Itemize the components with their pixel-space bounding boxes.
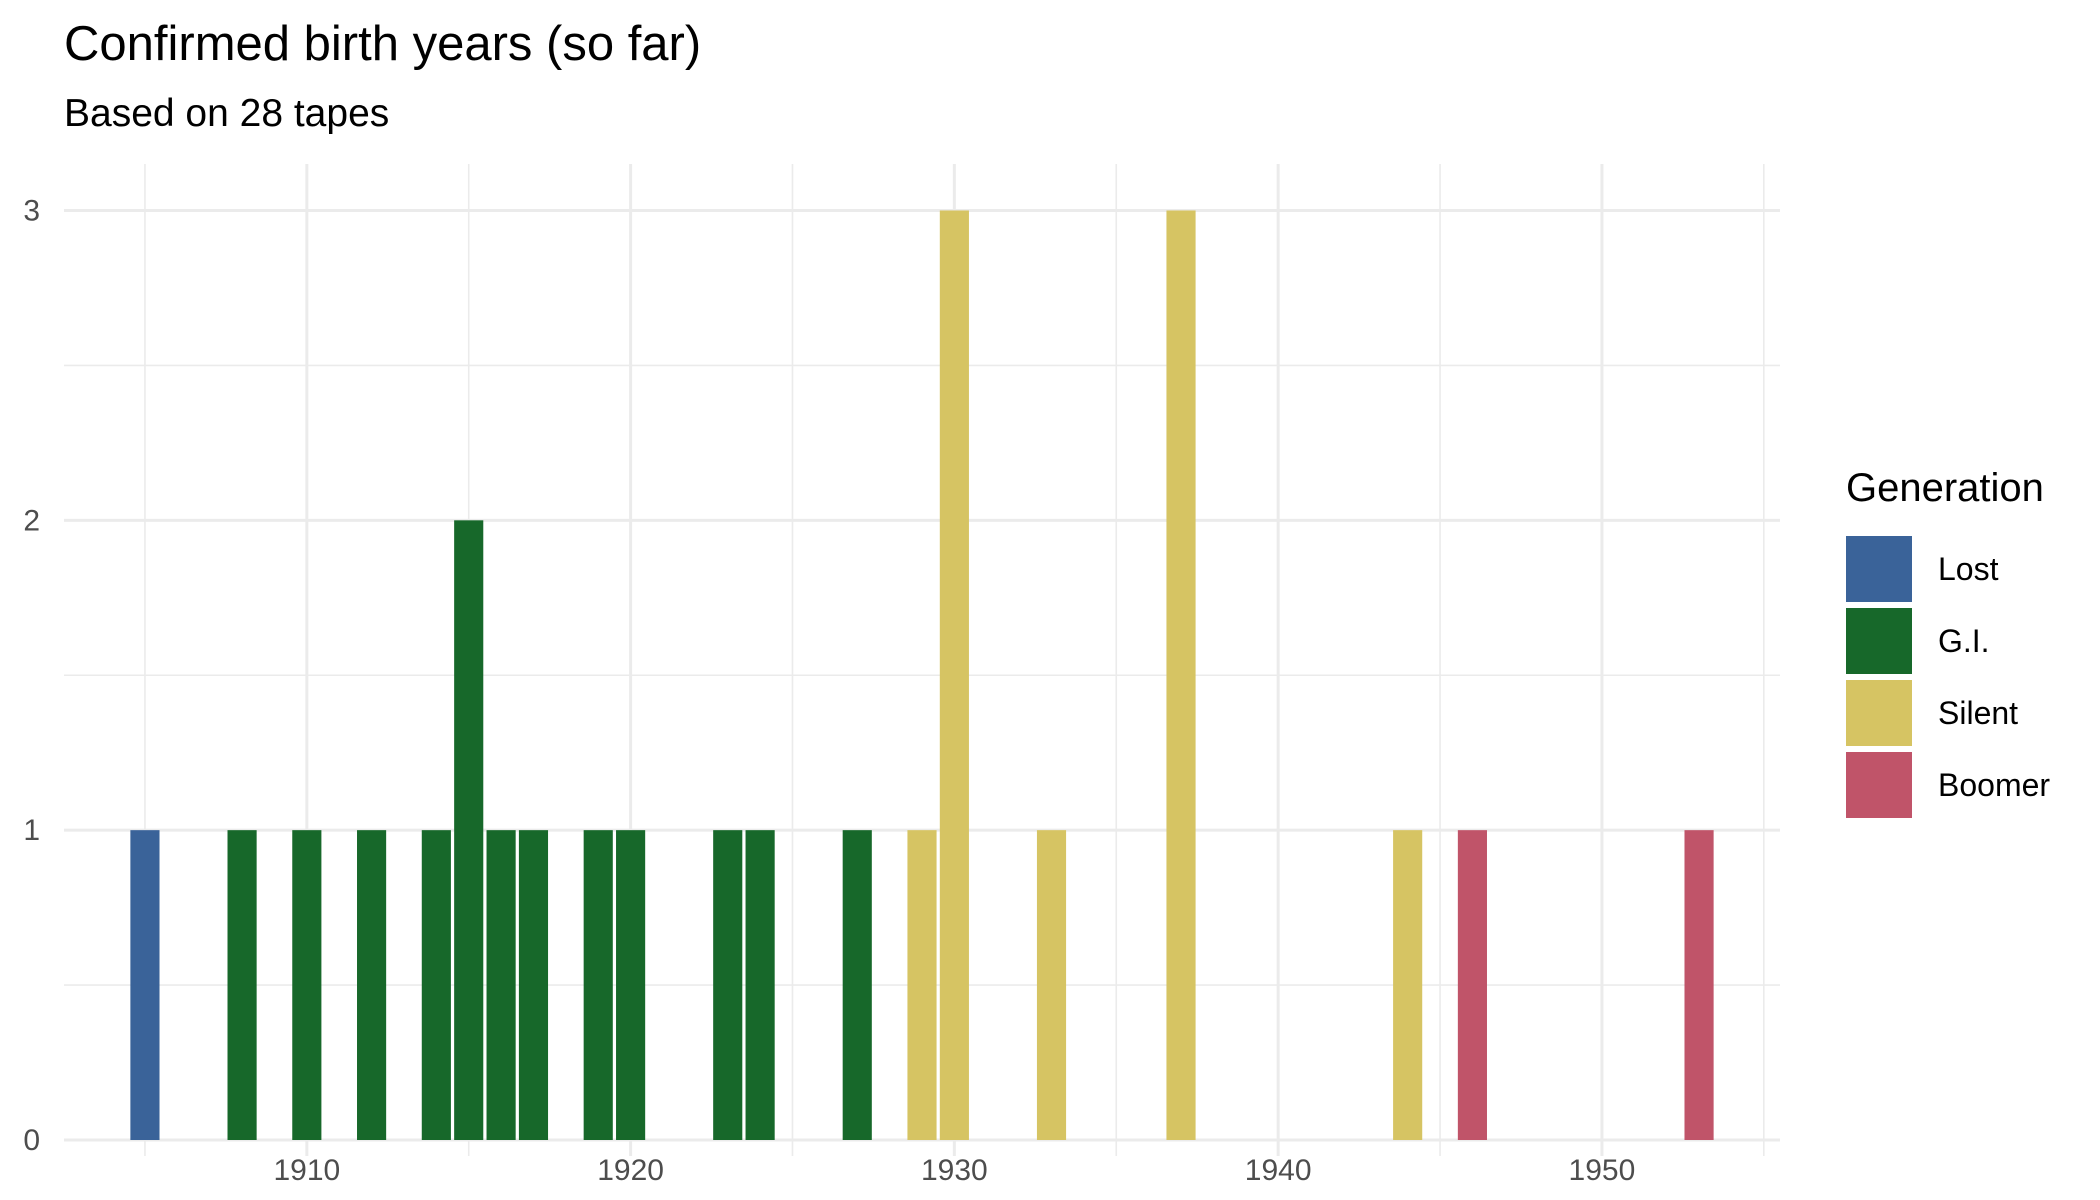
bar-1920 (616, 830, 646, 1140)
bar-1908 (227, 830, 257, 1140)
x-tick-label-1930: 1930 (921, 1154, 988, 1187)
x-axis-tick-labels: 1910 1920 1930 1940 1950 (273, 1154, 1635, 1187)
bar-1924 (745, 830, 775, 1140)
legend-item-gi: G.I. (1846, 605, 2050, 677)
legend-swatch-gi (1846, 608, 1912, 674)
bar-1910 (292, 830, 322, 1140)
y-tick-label-1: 1 (23, 814, 40, 847)
legend-item-lost: Lost (1846, 533, 2050, 605)
legend-label-silent: Silent (1938, 694, 2019, 731)
y-tick-label-2: 2 (23, 504, 40, 537)
bar-1915 (454, 520, 484, 1140)
legend-item-boomer: Boomer (1846, 749, 2050, 821)
x-tick-label-1950: 1950 (1569, 1154, 1636, 1187)
bar-1919 (583, 830, 613, 1140)
chart-subtitle: Based on 28 tapes (64, 92, 390, 135)
bar-1927 (842, 830, 872, 1140)
bar-1944 (1393, 830, 1423, 1140)
y-tick-label-3: 3 (23, 194, 40, 227)
legend: Generation Lost G.I. Silent Boomer (1846, 466, 2050, 821)
legend-title: Generation (1846, 466, 2044, 510)
chart-title: Confirmed birth years (so far) (64, 17, 702, 71)
legend-swatch-lost (1846, 536, 1912, 602)
bar-1912 (357, 830, 387, 1140)
x-tick-label-1910: 1910 (273, 1154, 340, 1187)
bar-1905 (130, 830, 160, 1140)
legend-swatch-boomer (1846, 752, 1912, 818)
bar-1953 (1684, 830, 1714, 1140)
legend-item-silent: Silent (1846, 677, 2050, 749)
bars (130, 210, 1714, 1140)
bar-1929 (907, 830, 937, 1140)
bar-1916 (486, 830, 516, 1140)
y-tick-label-0: 0 (23, 1124, 40, 1157)
legend-label-gi: G.I. (1938, 622, 1990, 659)
x-tick-label-1940: 1940 (1245, 1154, 1312, 1187)
y-axis-tick-labels: 0 1 2 3 (23, 194, 40, 1157)
bar-1917 (518, 830, 549, 1140)
legend-swatch-silent (1846, 680, 1912, 746)
bar-1930 (939, 210, 969, 1140)
bar-1946 (1457, 830, 1487, 1140)
bar-1914 (421, 830, 451, 1140)
bar-1937 (1166, 210, 1196, 1140)
legend-label-boomer: Boomer (1938, 766, 2051, 803)
bar-1933 (1036, 830, 1067, 1140)
legend-label-lost: Lost (1938, 550, 1999, 587)
x-tick-label-1920: 1920 (597, 1154, 664, 1187)
bar-1923 (713, 830, 743, 1140)
